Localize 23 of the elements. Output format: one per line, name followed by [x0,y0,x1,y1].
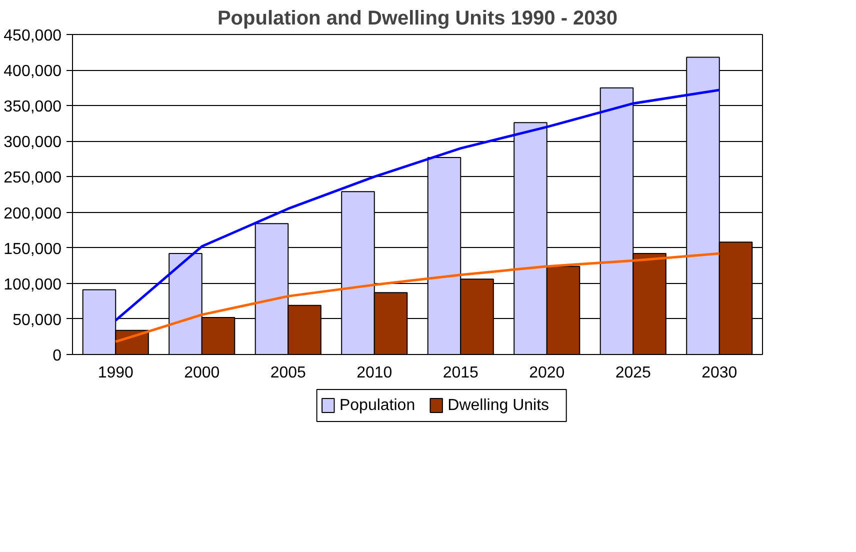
y-tick-label: 200,000 [4,205,62,222]
y-tick-label: 350,000 [4,98,62,116]
legend-label: Population [339,397,416,414]
line-series [114,252,721,343]
line-series [114,88,721,322]
x-tick-label: 2025 [615,364,652,382]
y-tick-label: 50,000 [12,312,62,329]
y-tick-label: 300,000 [4,134,62,152]
y-tick-label: 0 [52,348,62,364]
x-tick-label: 2005 [270,364,306,382]
legend-label: Dwelling Units [448,397,550,414]
y-tick-label: 450,000 [4,28,62,44]
y-tick-label: 400,000 [4,63,62,80]
x-tick-label: 2015 [442,364,479,382]
y-tick-label: 150,000 [4,240,62,258]
x-tick-label: 2010 [356,364,392,382]
y-tick-label: 250,000 [4,170,62,187]
chart-title: Population and Dwelling Units 1990 - 2030 [217,8,618,30]
x-tick-label: 2030 [702,364,738,382]
x-tick-label: 2020 [529,364,565,382]
x-tick-label: 2000 [184,364,220,382]
y-tick-label: 100,000 [4,276,62,294]
x-tick-label: 1990 [98,364,134,382]
